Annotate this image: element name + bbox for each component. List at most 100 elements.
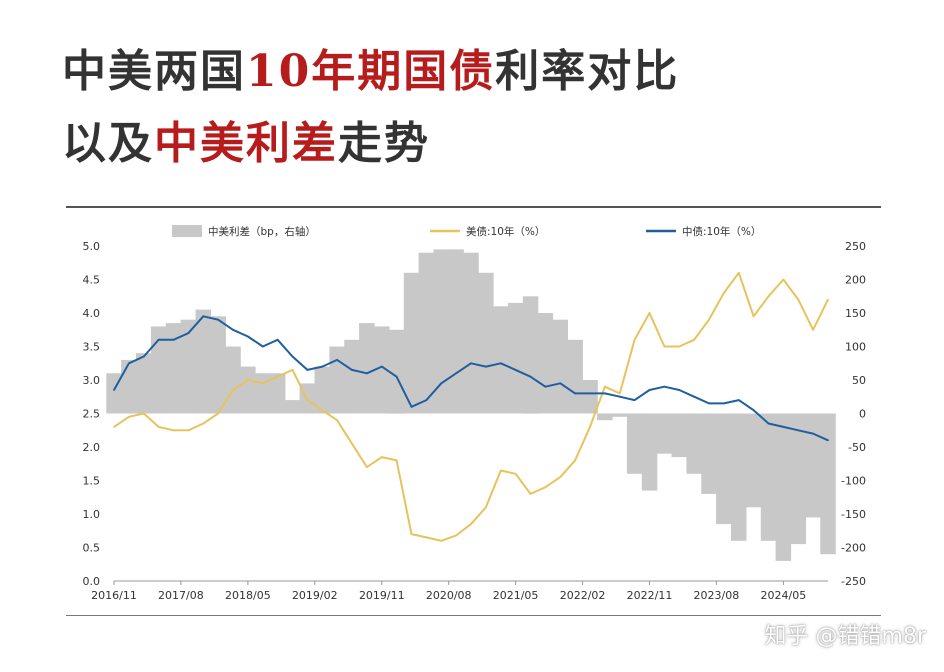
us10y-point (410, 533, 413, 535)
watermark: 知乎 @错错m8r (764, 624, 926, 649)
cn10y-point (797, 429, 800, 432)
x-tick-label: 2024/05 (761, 589, 807, 602)
us10y-point (827, 298, 829, 301)
spread-bar (582, 380, 598, 414)
right-tick-label: 0 (859, 408, 866, 421)
spread-bar (626, 413, 643, 474)
x-tick-label: 2023/08 (694, 589, 740, 602)
spread-bar (329, 346, 345, 414)
cn10y-point (678, 389, 681, 391)
cn10y-point (261, 345, 264, 348)
cn10y-point (663, 385, 666, 388)
x-tick-label: 2020/08 (426, 589, 472, 602)
cn10y-point (827, 439, 829, 442)
cn10y-point (142, 355, 145, 358)
us10y-point (618, 392, 621, 395)
us10y-point (440, 539, 443, 542)
us10y-point (589, 426, 591, 428)
spread-bar (507, 302, 524, 414)
right-tick-label: 250 (845, 240, 866, 253)
title-segment: 以及 (62, 118, 154, 169)
spread-area-layer (106, 249, 836, 561)
spread-bar (121, 359, 137, 414)
spread-bar (255, 373, 271, 414)
spread-bar (731, 413, 747, 541)
legend-spread-swatch (172, 225, 202, 237)
spread-bar (165, 323, 182, 414)
cn10y-point (648, 389, 651, 391)
cn10y-point (276, 338, 279, 341)
us10y-point (261, 382, 264, 385)
us10y-point (812, 328, 814, 331)
us10y-point (336, 419, 338, 422)
right-tick-label: 50 (852, 374, 866, 387)
spread-bar (597, 413, 613, 421)
us10y-point (737, 271, 740, 274)
us10y-point (693, 338, 695, 341)
us10y-point (276, 375, 279, 378)
cn10y-point (470, 362, 472, 365)
spread-bar (567, 339, 583, 414)
us10y-point (142, 412, 145, 415)
us10y-point (247, 379, 249, 381)
chart-legend: 中美利差（bp，右轴） 美债:10年（%） 中债:10年（%） (172, 225, 761, 238)
left-tick-label: 2.0 (83, 441, 101, 454)
cn10y-point (693, 395, 695, 398)
cn10y-point (559, 382, 562, 385)
right-tick-label: 100 (845, 341, 866, 354)
x-tick-label: 2016/11 (91, 589, 137, 602)
us10y-point (663, 345, 666, 348)
spread-bar (760, 413, 777, 541)
spread-bar (493, 306, 509, 414)
cn10y-point (306, 369, 309, 371)
spread-bar (612, 413, 628, 417)
x-tick-label: 2021/05 (493, 589, 539, 602)
cn10y-point (157, 338, 160, 341)
us10y-point (544, 486, 547, 489)
right-tick-label: -50 (848, 441, 866, 454)
us10y-point (529, 493, 532, 495)
legend-us10y-label: 美债:10年（%） (466, 225, 545, 238)
spread-bar (745, 413, 762, 508)
us10y-point (366, 466, 368, 468)
us10y-point (648, 312, 651, 314)
cn10y-point (366, 372, 368, 375)
title-segment: 中美两国 (62, 46, 246, 97)
cn10y-point (589, 392, 591, 395)
title-segment: 中美利差 (154, 118, 338, 169)
us10y-point (485, 506, 487, 509)
cn10y-point (604, 392, 606, 395)
us10y-point (351, 442, 353, 445)
cn10y-point (752, 409, 755, 412)
us10y-point (321, 409, 324, 412)
spread-bar (686, 413, 702, 474)
cn10y-point (440, 382, 443, 385)
cn10y-point (544, 385, 547, 388)
us10y-point (797, 298, 800, 301)
us10y-point (604, 385, 606, 388)
us10y-point (425, 536, 428, 539)
right-tick-label: -100 (841, 475, 866, 488)
us10y-point (499, 469, 502, 472)
cn10y-point (618, 395, 621, 398)
x-axis: 2016/11 2017/08 2018/05 2019/02 2019/11 2020/… (91, 580, 828, 602)
us10y-point (113, 426, 115, 428)
cn10y-point (395, 375, 398, 378)
right-tick-label: -150 (841, 508, 866, 521)
spread-bar (790, 413, 806, 545)
spread-bar (136, 353, 152, 414)
spread-bar (240, 366, 256, 414)
us10y-point (633, 338, 636, 341)
spread-bar (180, 319, 197, 414)
cn10y-point (455, 372, 457, 375)
title-segment: 利率对比 (495, 46, 680, 97)
spread-bar (478, 272, 494, 414)
spread-bar (210, 316, 226, 414)
left-tick-label: 1.5 (83, 475, 101, 488)
page-title-line-2: 以及中美利差走势 (62, 122, 430, 166)
x-tick-label: 2019/11 (359, 589, 405, 602)
us10y-point (187, 429, 190, 432)
title-segment: 10年期国债 (246, 46, 496, 97)
us10y-point (708, 318, 710, 321)
right-tick-label: 150 (845, 307, 866, 320)
